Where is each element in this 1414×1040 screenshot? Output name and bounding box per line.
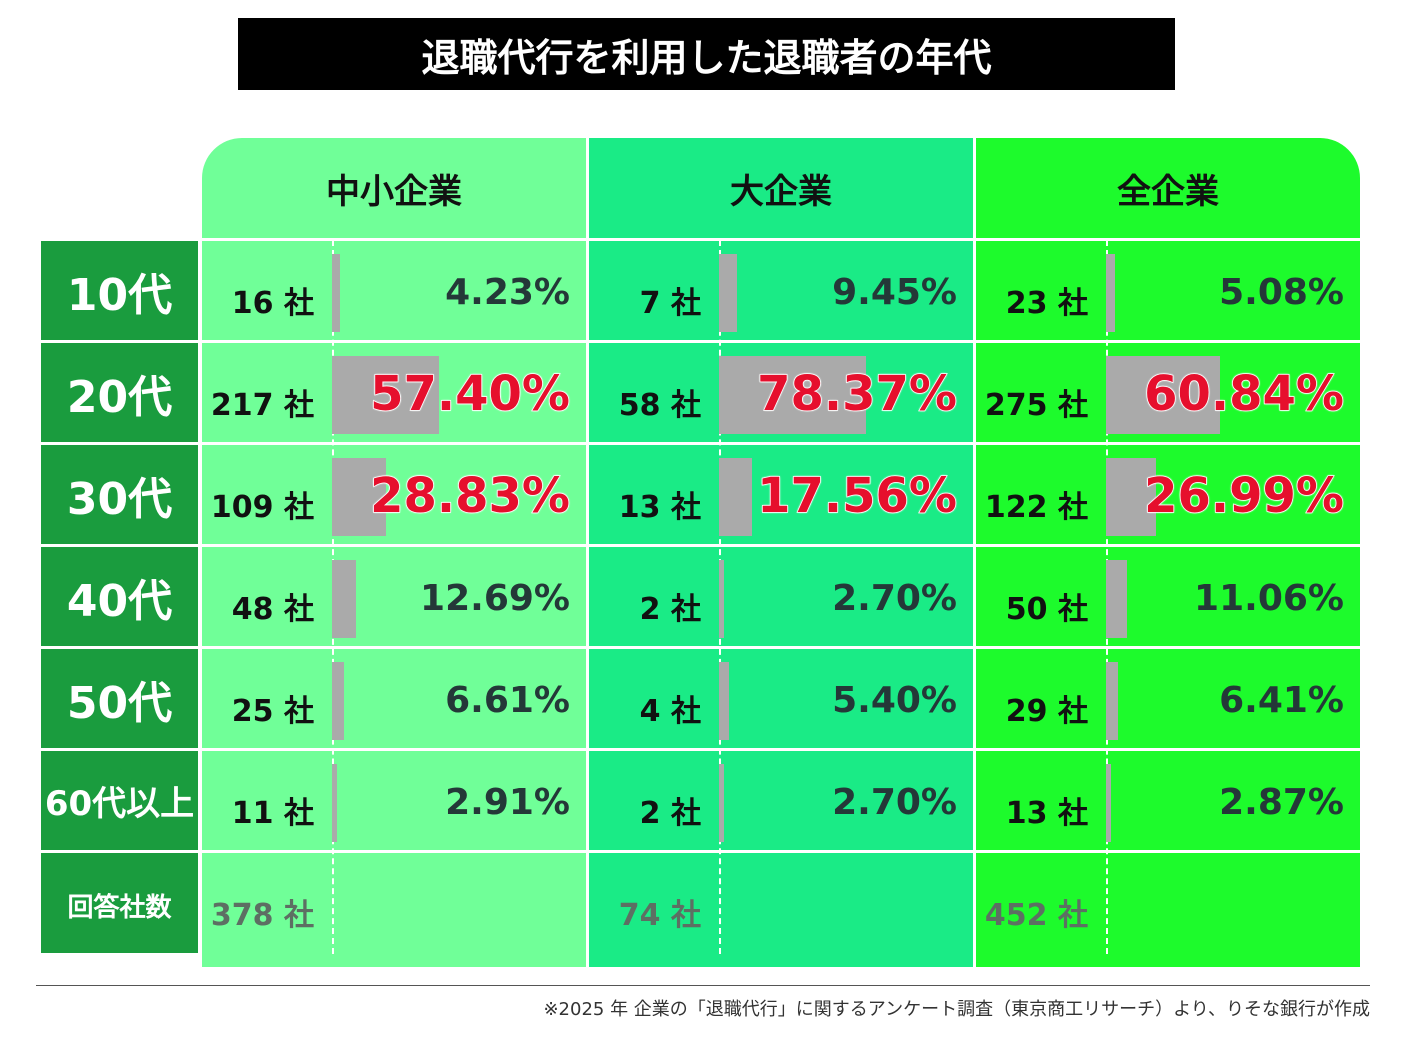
column-bg [202, 138, 586, 967]
percent: 5.40% [832, 680, 957, 721]
percent: 5.08% [1219, 272, 1344, 313]
percent: 2.87% [1219, 782, 1344, 823]
count: 16 社 [231, 286, 314, 321]
count: 2 社 [639, 796, 701, 831]
row-label: 60代以上 [41, 751, 198, 850]
bar [1106, 356, 1220, 434]
total-count: 378 社 [210, 898, 314, 933]
count: 275 社 [984, 388, 1088, 423]
row-separator [41, 442, 1361, 445]
bar [332, 662, 345, 740]
percent: 12.69% [420, 578, 570, 619]
count: 50 社 [1005, 592, 1088, 627]
bar [332, 458, 386, 536]
count: 4 社 [639, 694, 701, 729]
column-header: 大企業 [730, 171, 832, 212]
percent: 4.23% [445, 272, 570, 313]
percent: 2.70% [832, 578, 957, 619]
bar [1106, 458, 1157, 536]
count: 13 社 [618, 490, 701, 525]
bar [719, 560, 725, 638]
bar [1106, 254, 1116, 332]
bar [1106, 560, 1127, 638]
count: 122 社 [984, 490, 1088, 525]
count: 23 社 [1005, 286, 1088, 321]
bar [1106, 764, 1112, 842]
percent: 17.56% [756, 467, 957, 525]
count: 7 社 [639, 286, 701, 321]
row-separator [41, 238, 1361, 241]
row-separator [41, 748, 1361, 751]
row-separator [41, 544, 1361, 547]
column-bg [589, 138, 973, 967]
count: 109 社 [210, 490, 314, 525]
count: 58 社 [618, 388, 701, 423]
bar [1106, 662, 1118, 740]
row-label: 回答社数 [41, 853, 198, 953]
percent: 60.84% [1143, 365, 1344, 423]
bar [332, 254, 340, 332]
percent: 2.91% [445, 782, 570, 823]
row-label: 50代 [41, 649, 198, 748]
bar [332, 356, 440, 434]
bar [719, 254, 737, 332]
row-label: 10代 [41, 241, 198, 340]
count: 11 社 [231, 796, 314, 831]
column-header: 中小企業 [326, 171, 462, 212]
percent: 2.70% [832, 782, 957, 823]
percent: 57.40% [369, 365, 570, 423]
percent: 28.83% [369, 467, 570, 525]
percent: 6.41% [1219, 680, 1344, 721]
row-label: 20代 [41, 343, 198, 442]
bar [719, 458, 752, 536]
bar [719, 356, 866, 434]
row-label: 40代 [41, 547, 198, 646]
title: 退職代行を利用した退職者の年代 [238, 18, 1175, 90]
bar [719, 764, 725, 842]
percent: 78.37% [756, 365, 957, 423]
count: 48 社 [231, 592, 314, 627]
row-separator [41, 850, 1361, 853]
column-header: 全企業 [1117, 171, 1219, 212]
percent: 6.61% [445, 680, 570, 721]
row-separator [41, 646, 1361, 649]
count: 2 社 [639, 592, 701, 627]
footer-rule [36, 985, 1370, 986]
count: 13 社 [1005, 796, 1088, 831]
count: 29 社 [1005, 694, 1088, 729]
percent: 9.45% [832, 272, 957, 313]
percent: 26.99% [1143, 467, 1344, 525]
count: 25 社 [231, 694, 314, 729]
count: 217 社 [210, 388, 314, 423]
percent: 11.06% [1194, 578, 1344, 619]
source-note: ※2025 年 企業の「退職代行」に関するアンケート調査（東京商工リサーチ）より… [543, 999, 1370, 1020]
column-bg [976, 138, 1360, 967]
bar [719, 662, 730, 740]
bar [332, 764, 338, 842]
row-separator [41, 340, 1361, 343]
row-label: 30代 [41, 445, 198, 544]
total-count: 74 社 [618, 898, 701, 933]
bar [332, 560, 356, 638]
total-count: 452 社 [984, 898, 1088, 933]
